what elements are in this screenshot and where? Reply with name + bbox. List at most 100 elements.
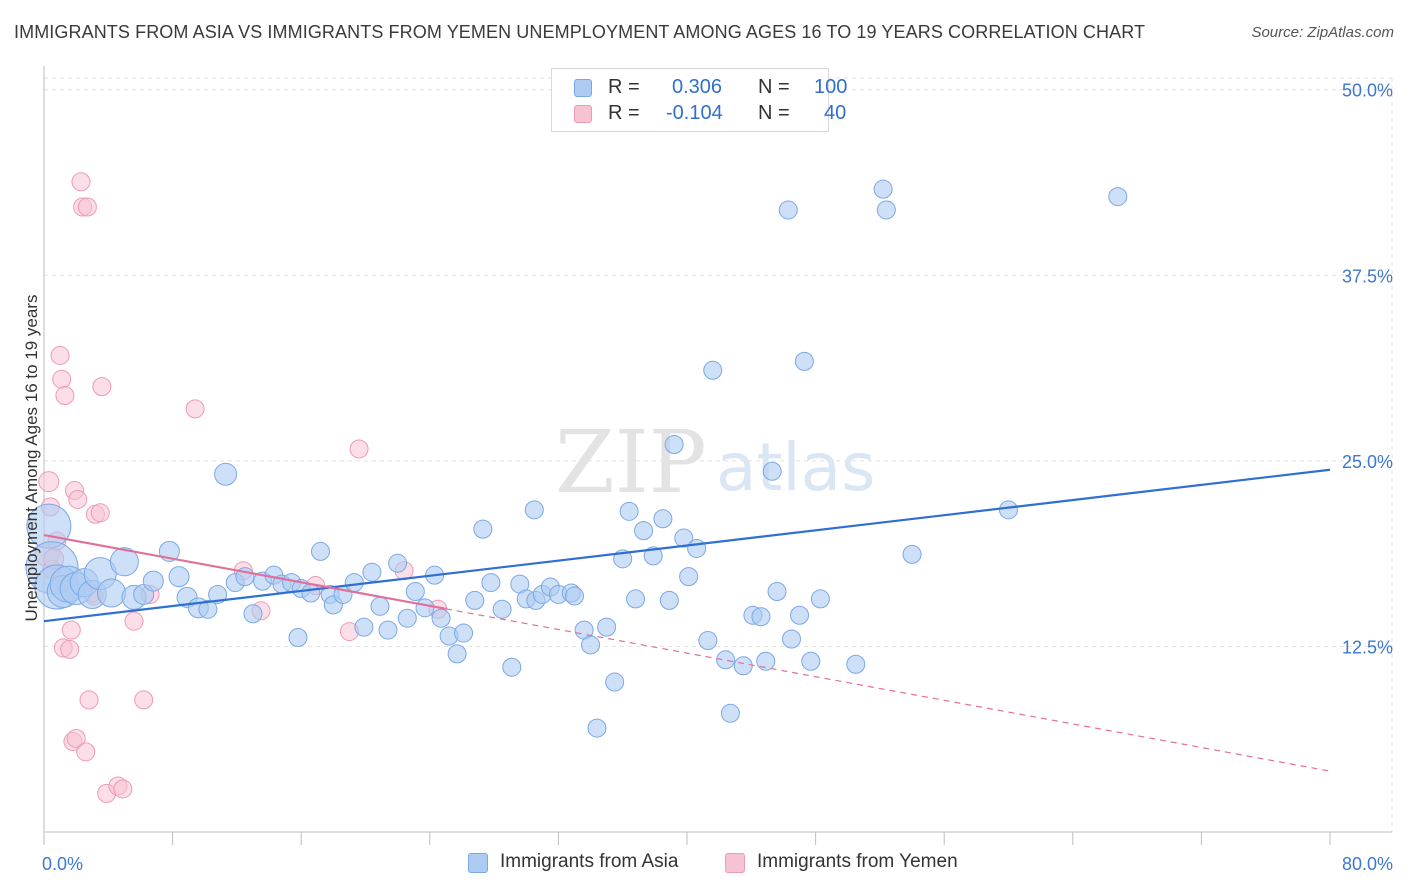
point-yemen [55, 386, 75, 406]
point-yemen [90, 503, 110, 523]
point-asia [674, 528, 694, 548]
trend-line-yemen [43, 533, 447, 610]
point-asia [502, 657, 522, 677]
point-yemen [185, 399, 205, 419]
point-asia [999, 500, 1018, 520]
point-asia [720, 703, 740, 723]
watermark-atlas: atlas [716, 429, 876, 506]
point-asia [751, 607, 771, 627]
point-yemen [77, 197, 97, 217]
trend-line-yemen-extrapolated [445, 608, 1331, 772]
source-label: Source: ZipAtlas.com [1251, 24, 1394, 41]
watermark: ZIP atlas [555, 413, 876, 513]
bottom-legend-swatch-asia [468, 853, 488, 873]
point-asia [619, 501, 639, 521]
point-asia [214, 462, 238, 486]
bottom-legend-label-yemen: Immigrants from Yemen [757, 851, 958, 872]
point-asia [109, 547, 139, 577]
y-tick-label: 50.0% [1342, 81, 1393, 101]
point-asia [168, 566, 190, 588]
point-yemen [52, 369, 72, 389]
watermark-zip: ZIP [555, 413, 707, 513]
point-asia [378, 620, 398, 640]
chart-title: IMMIGRANTS FROM ASIA VS IMMIGRANTS FROM … [14, 22, 1146, 42]
series-asia-points [25, 179, 1128, 738]
point-yemen [76, 742, 96, 762]
legend-swatch-asia [574, 79, 592, 97]
y-tick-label: 12.5% [1342, 637, 1393, 657]
point-asia [397, 608, 417, 628]
point-asia [473, 519, 493, 539]
point-asia [801, 651, 821, 671]
point-asia [288, 628, 308, 648]
point-asia [778, 200, 798, 220]
point-asia [703, 360, 723, 380]
tick-labels: 12.5% 25.0% 37.5% 50.0% 0.0% 80.0% [42, 81, 1393, 874]
point-asia [876, 200, 896, 220]
point-yemen [134, 690, 154, 710]
bottom-legend-swatch-yemen [725, 853, 745, 873]
x-tick-label-max: 80.0% [1342, 854, 1393, 874]
point-asia [465, 590, 485, 610]
point-asia [902, 544, 922, 564]
trend-line-asia [43, 468, 1331, 623]
point-asia [767, 581, 787, 601]
point-yemen [349, 439, 369, 459]
point-asia [634, 521, 654, 541]
legend-r-value-asia: 0.306 [672, 76, 723, 98]
point-asia [716, 650, 736, 670]
point-asia [142, 570, 164, 592]
point-asia [587, 718, 607, 738]
point-yemen [71, 172, 91, 192]
point-asia [605, 672, 625, 692]
point-yemen [113, 779, 133, 799]
point-asia [756, 651, 776, 671]
point-asia [564, 586, 584, 606]
point-asia [643, 546, 663, 566]
point-asia [1108, 187, 1128, 207]
point-asia [687, 538, 707, 558]
point-yemen [92, 377, 112, 397]
point-asia [388, 553, 408, 573]
point-yemen [68, 489, 88, 509]
point-asia [454, 623, 474, 643]
correlation-legend: R = 0.306 N = 100 R = -0.104 N = 40 [551, 68, 847, 132]
point-asia [626, 589, 646, 609]
point-asia [415, 598, 435, 618]
point-asia [405, 581, 425, 601]
point-asia [597, 617, 617, 637]
y-axis-label: Unemployment Among Ages 16 to 19 years [22, 295, 41, 622]
point-yemen [61, 620, 81, 640]
legend-r-value-yemen: -0.104 [666, 102, 723, 124]
point-asia [301, 583, 321, 603]
point-yemen [66, 728, 86, 748]
legend-n-label: N = [758, 76, 790, 98]
legend-r-label: R = [608, 76, 640, 98]
point-asia [581, 635, 601, 655]
point-asia [790, 605, 810, 625]
trend-lines [43, 468, 1331, 772]
point-asia [873, 179, 893, 199]
legend-swatch-yemen [574, 105, 592, 123]
point-yemen [124, 611, 144, 631]
point-asia [679, 567, 699, 587]
x-tick-label-min: 0.0% [42, 854, 83, 874]
point-yemen [50, 345, 70, 365]
legend-r-label: R = [608, 102, 640, 124]
point-yemen [60, 639, 80, 659]
point-asia [659, 590, 679, 610]
point-asia [431, 608, 451, 628]
point-asia [370, 596, 390, 616]
point-yemen [79, 690, 99, 710]
point-asia [664, 435, 684, 455]
point-asia [810, 589, 830, 609]
point-asia [653, 509, 673, 529]
point-asia [243, 604, 263, 624]
point-yemen [38, 471, 60, 493]
point-asia [481, 573, 501, 593]
point-asia [362, 562, 382, 582]
point-asia [198, 599, 218, 619]
point-asia [794, 351, 814, 371]
y-tick-label: 25.0% [1342, 452, 1393, 472]
